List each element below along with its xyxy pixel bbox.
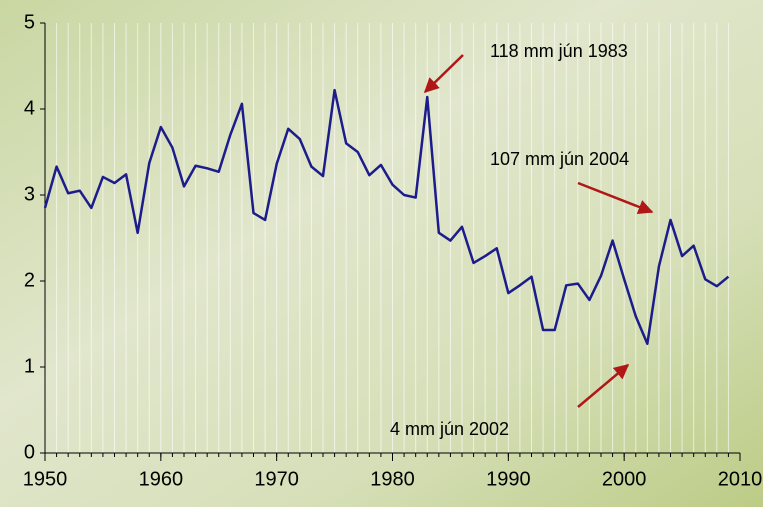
line	[43, 88, 730, 346]
x-tick-label: 1960	[139, 468, 184, 490]
y-tick-label: 4	[24, 97, 35, 119]
x-tick-label: 2000	[602, 468, 647, 490]
x-tick-label: 1950	[23, 468, 68, 490]
annotation-arrow	[577, 181, 654, 215]
annotation: 118 mm jún 1983	[490, 41, 628, 61]
annotation: 4 mm jún 2002	[390, 419, 509, 439]
annotation-arrow	[423, 54, 464, 94]
x-tick-label: 2010	[718, 468, 763, 490]
y-tick-label: 0	[24, 441, 35, 463]
x-tick-label: 1970	[254, 468, 299, 490]
x-tick-label: 1990	[486, 468, 531, 490]
y-tick-label: 1	[24, 355, 35, 377]
annotation: 107 mm jún 2004	[490, 149, 629, 169]
y-tick-label: 3	[24, 183, 35, 205]
y-tick-label: 5	[24, 11, 35, 33]
annotation-arrow	[577, 364, 630, 408]
x-tick-label: 1980	[370, 468, 415, 490]
y-tick-label: 2	[24, 269, 35, 291]
